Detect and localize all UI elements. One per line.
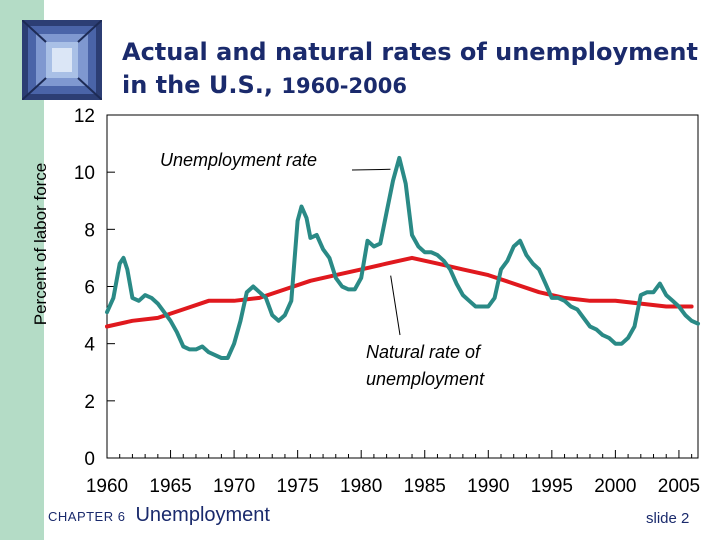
y-tick-label: 4 [84,335,95,356]
x-tick-label: 1980 [340,476,382,497]
title-main: Actual and natural rates of unemployment… [122,38,698,99]
y-tick-label: 10 [74,163,95,184]
x-tick-label: 1960 [86,476,128,497]
window-logo-icon [22,20,102,100]
annotation-natural-rate-line2: unemployment [366,369,485,389]
x-tick-label: 2000 [594,476,636,497]
chapter-name: Unemployment [135,504,270,526]
series-line-unemployment-rate [105,155,700,360]
annotation-leader-line [390,275,401,336]
y-tick-label: 8 [84,220,95,241]
y-tick-label: 12 [74,106,95,127]
chapter-footer: CHAPTER 6 Unemployment [48,504,270,527]
y-tick-label: 6 [84,278,95,299]
y-tick-label: 0 [84,449,95,470]
y-tick-label: 2 [84,392,95,413]
slide-number: slide 2 [646,510,690,527]
chapter-label: CHAPTER 6 [48,509,126,524]
annotation-leader-line [351,168,391,171]
x-tick-label: 1990 [467,476,509,497]
annotation-unemployment-rate: Unemployment rate [160,150,317,170]
annotation-natural-rate-line1: Natural rate of [366,342,482,362]
title-years: 1960-2006 [281,74,407,98]
x-tick-label: 1965 [149,476,191,497]
x-tick-label: 1995 [531,476,573,497]
y-axis-label: Percent of labor force [31,163,50,326]
x-tick-label: 2005 [658,476,700,497]
x-tick-label: 1985 [404,476,446,497]
x-tick-label: 1970 [213,476,255,497]
series-line-natural-rate [105,255,694,329]
x-tick-label: 1975 [277,476,319,497]
slide-title: Actual and natural rates of unemployment… [122,36,720,103]
